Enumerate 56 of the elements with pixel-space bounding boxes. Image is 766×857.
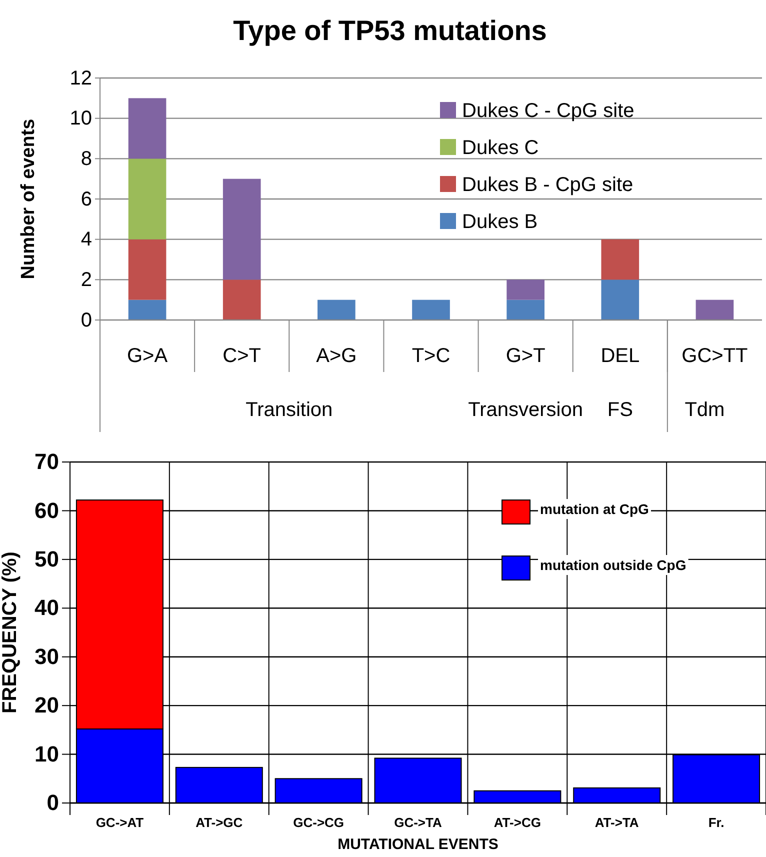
- y-tick-label: 8: [80, 148, 92, 170]
- y-tick-label: 10: [70, 108, 92, 130]
- x-tick-label: C>T: [222, 345, 262, 367]
- y-tick-label: 2: [80, 269, 92, 292]
- text: Transversion: [468, 399, 583, 421]
- bar: [601, 239, 640, 280]
- bar: [128, 300, 166, 320]
- bar: [128, 98, 166, 159]
- legend-label: Dukes C: [462, 137, 539, 159]
- bar: [222, 178, 261, 280]
- x-tick-label: A>G: [316, 345, 357, 367]
- y-tick-label: 60: [34, 498, 59, 523]
- legend-label: mutation at CpG: [540, 501, 649, 517]
- y-axis-title: FREQUENCY (%): [0, 552, 21, 714]
- x-tick-label: AT->GC: [196, 815, 244, 830]
- x-axis-title: MUTATIONAL EVENTS: [338, 836, 498, 853]
- text: Tdm: [684, 399, 725, 421]
- x-tick-label: Fr.: [708, 815, 724, 830]
- x-tick-label: AT->CG: [494, 815, 541, 830]
- y-tick-label: 10: [34, 741, 59, 766]
- y-tick-label: 0: [46, 790, 59, 816]
- y-axis-title: Number of events: [18, 118, 39, 280]
- bar: [601, 280, 640, 320]
- bar: [506, 300, 544, 320]
- y-tick-label: 70: [34, 449, 59, 474]
- bar: [128, 239, 166, 300]
- x-tick-label: GC->CG: [293, 815, 344, 830]
- legend-label: mutation outside CpG: [540, 557, 686, 573]
- x-tick-label: GC->TA: [394, 815, 442, 830]
- y-tick-label: 20: [34, 692, 59, 718]
- x-tick-label: G>A: [126, 345, 168, 367]
- legend-label: Dukes C - CpG site: [462, 100, 634, 122]
- bar: [506, 280, 544, 300]
- bar: [222, 280, 261, 320]
- chart-title: Type of TP53 mutations: [233, 15, 547, 46]
- bar: [318, 300, 356, 320]
- x-tick-label: GC>TT: [682, 345, 748, 367]
- y-tick-label: 6: [80, 188, 92, 210]
- bar: [412, 300, 450, 320]
- text: FS: [607, 399, 633, 421]
- legend-label: Dukes B: [462, 211, 538, 233]
- x-tick-label: AT->TA: [594, 815, 640, 830]
- text: Transition: [246, 399, 333, 421]
- bar: [696, 300, 734, 320]
- x-tick-label: DEL: [600, 345, 640, 367]
- y-tick-label: 4: [80, 228, 92, 251]
- y-tick-label: 0: [80, 309, 92, 332]
- x-tick-label: GC->AT: [96, 815, 144, 830]
- y-tick-label: 40: [34, 595, 59, 620]
- y-tick-label: 12: [70, 67, 92, 90]
- legend-label: Dukes B - CpG site: [462, 174, 634, 196]
- y-tick-label: 30: [34, 644, 59, 669]
- x-tick-label: G>T: [506, 345, 546, 367]
- x-tick-label: T>C: [412, 345, 450, 367]
- bar: [128, 158, 166, 240]
- y-tick-label: 50: [34, 546, 59, 572]
